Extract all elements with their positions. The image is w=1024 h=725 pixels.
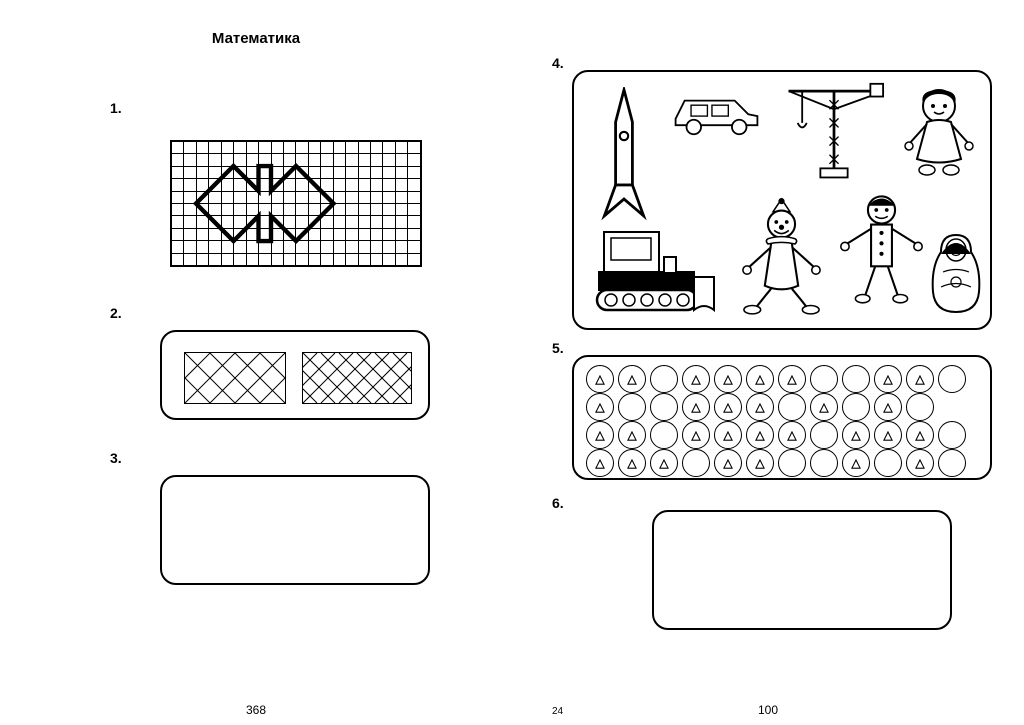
empty-circle [650,365,678,393]
triangle-circle: △ [714,365,742,393]
triangle-circle: △ [586,393,614,421]
triangle-circle: △ [618,421,646,449]
left-page-number: 368 [0,703,512,717]
empty-circle [810,449,838,477]
worksheet-page: { "left": { "title": "Математика", "q1":… [0,0,1024,725]
triangle-circle: △ [618,365,646,393]
empty-circle [938,421,966,449]
triangle-circle: △ [842,421,870,449]
triangle-circle: △ [586,421,614,449]
triangle-circle: △ [586,365,614,393]
empty-circle [938,365,966,393]
q3-number: 3. [110,450,122,466]
empty-circle [778,449,806,477]
clown2-icon [839,187,924,307]
rocket-icon [594,87,654,227]
triangle-circle: △ [778,421,806,449]
triangle-circle: △ [746,449,774,477]
triangle-circle: △ [746,393,774,421]
empty-circle [938,449,966,477]
q4-number: 4. [552,55,564,71]
ex5-row: △△△△△△ [586,393,978,421]
ex6-panel [652,510,952,630]
triangle-circle: △ [906,449,934,477]
right-page: 4. [512,0,1024,725]
right-page-number: 100 [512,703,1024,717]
ex5-panel: △△△△△△△△△△△△△△△△△△△△△△△△△△△△△△ [572,355,992,480]
car-icon [669,87,764,137]
empty-circle [778,393,806,421]
triangle-circle: △ [746,365,774,393]
crosshatch-box-b [302,352,412,404]
triangle-circle: △ [906,421,934,449]
ex5-row: △△△△△△△ [586,449,978,477]
empty-circle [618,393,646,421]
triangle-circle: △ [618,449,646,477]
triangle-circle: △ [682,365,710,393]
triangle-circle: △ [714,449,742,477]
triangle-circle: △ [714,393,742,421]
q2-number: 2. [110,305,122,321]
clown1-icon [739,197,824,317]
empty-circle [906,393,934,421]
triangle-circle: △ [682,421,710,449]
ex3-panel [160,475,430,585]
ex5-row: △△△△△△△△ [586,365,978,393]
triangle-circle: △ [842,449,870,477]
triangle-circle: △ [650,449,678,477]
empty-circle [810,421,838,449]
crosshatch-box-a [184,352,286,404]
empty-circle [874,449,902,477]
ex1-grid [170,140,422,267]
doll-icon [899,84,979,179]
triangle-circle: △ [874,365,902,393]
triangle-circle: △ [906,365,934,393]
bulldozer-icon [589,222,719,317]
butterfly-outline [171,141,421,266]
left-page: Математика 1. 2. 3. 368 [0,0,512,725]
triangle-circle: △ [586,449,614,477]
page-title: Математика [40,30,472,47]
matryoshka-icon [929,232,984,317]
q1-number: 1. [110,100,122,116]
triangle-circle: △ [874,393,902,421]
empty-circle [842,393,870,421]
triangle-circle: △ [714,421,742,449]
triangle-circle: △ [746,421,774,449]
crane-icon [779,82,889,182]
ex5-row: △△△△△△△△△ [586,421,978,449]
triangle-circle: △ [874,421,902,449]
ex2-panel [160,330,430,420]
triangle-circle: △ [810,393,838,421]
empty-circle [682,449,710,477]
empty-circle [842,365,870,393]
q6-number: 6. [552,495,564,511]
q5-number: 5. [552,340,564,356]
ex4-panel [572,70,992,330]
empty-circle [650,393,678,421]
triangle-circle: △ [682,393,710,421]
empty-circle [650,421,678,449]
triangle-circle: △ [778,365,806,393]
empty-circle [810,365,838,393]
